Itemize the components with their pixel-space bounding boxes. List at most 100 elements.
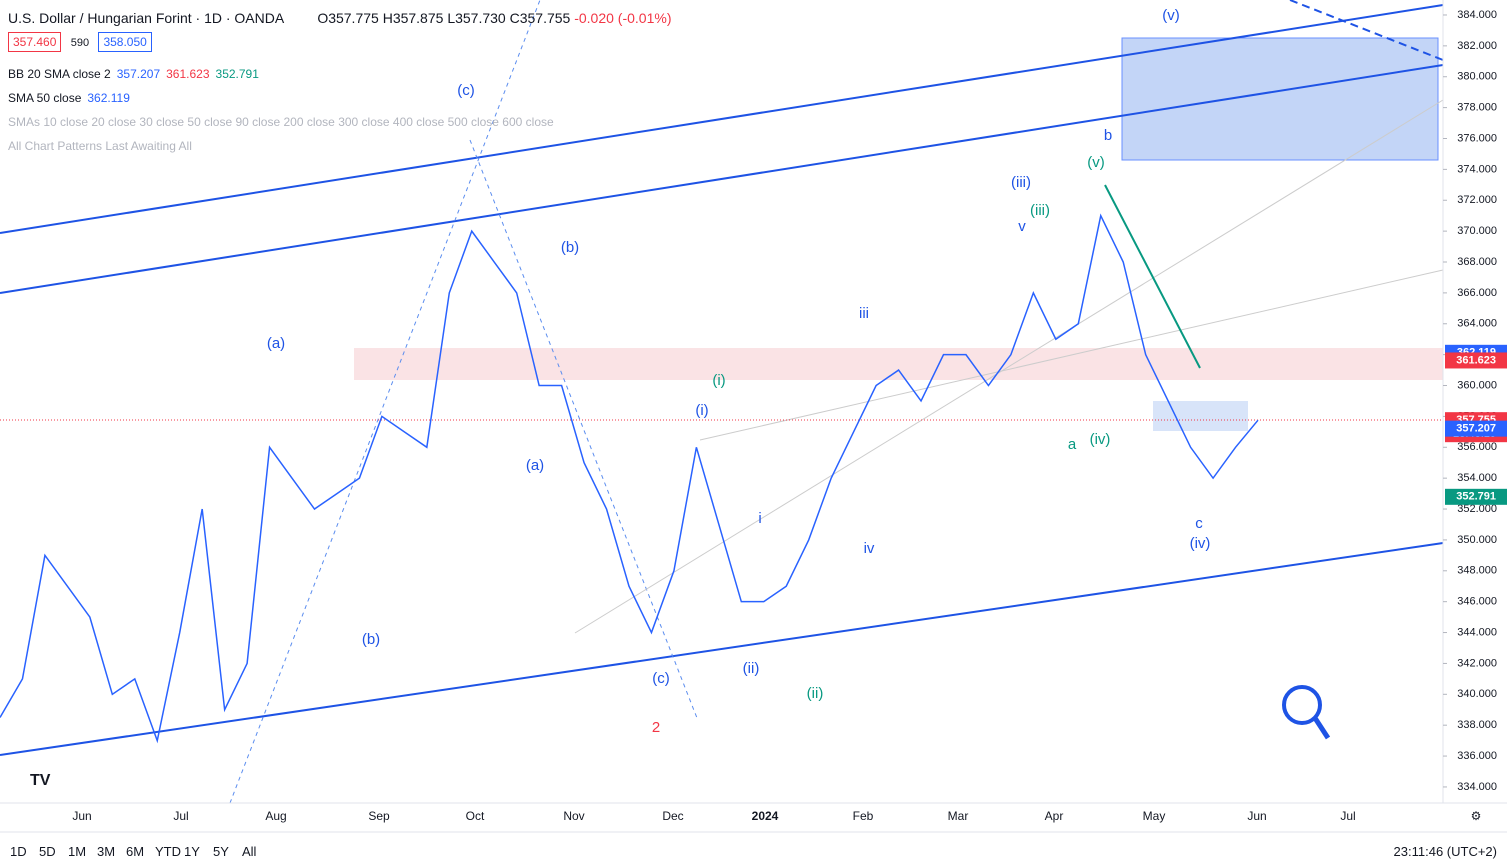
price-badge [1445,420,1507,437]
trend-line [1289,0,1444,61]
x-tick-label: Jun [1247,809,1266,823]
indicator-name: BB 20 SMA close 2 [8,67,111,81]
wave-label: (b) [561,239,579,256]
y-tick-label: 334.000 [1457,781,1497,793]
trade-box: 357.460 590 358.050 [8,32,152,52]
y-tick-label: 354.000 [1457,472,1497,484]
wave-label: (iv) [1190,535,1211,552]
indicator: All Chart Patterns Last Awaiting All [8,139,192,153]
x-tick-label: Apr [1045,809,1064,823]
y-tick-label: 378.000 [1457,102,1497,114]
y-tick-label: 374.000 [1457,163,1497,175]
indicator-value: 357.207 [116,67,161,81]
range-button[interactable]: 6M [126,844,145,859]
pitchfork [699,269,1444,441]
change: -0.020 (-0.01%) [574,10,672,26]
spread: 590 [70,37,90,49]
indicator-value: 362.119 [87,91,130,105]
y-tick-label: 376.000 [1457,132,1497,144]
wave-label: iii [859,305,869,322]
zone [354,348,1443,380]
y-tick-label: 364.000 [1457,318,1497,330]
wave-label: (i) [712,372,725,389]
box [1153,401,1248,431]
indicator: SMA 50 close 362.119 [8,91,130,105]
indicator: SMAs 10 close 20 close 30 close 50 close… [8,115,554,129]
indicator-value: 352.791 [215,67,259,81]
y-tick-label: 380.000 [1457,71,1497,83]
range-button[interactable]: 5D [39,844,56,859]
x-tick-label: Feb [853,809,874,823]
wave-label: (v) [1087,154,1105,171]
trend-line [1104,184,1201,369]
y-tick-label: 384.000 [1457,9,1497,21]
clock: 23:11:46 (UTC+2) [1393,844,1497,859]
range-button[interactable]: 1Y [184,844,200,859]
range-button[interactable]: All [242,844,257,859]
wave-label: (iii) [1011,174,1031,191]
y-tick-label: 352.000 [1457,503,1497,515]
wave-label: (a) [267,335,285,352]
range-button[interactable]: 5Y [213,844,229,859]
range-button[interactable]: 1M [68,844,87,859]
y-tick-label: 336.000 [1457,750,1497,762]
wave-label: (a) [526,457,544,474]
wave-label: (i) [695,402,708,419]
y-tick-label: 368.000 [1457,256,1497,268]
y-tick-label: 346.000 [1457,596,1497,608]
x-tick-label: Sep [368,809,390,823]
indicator-value: 361.623 [166,67,210,81]
price-badge [1445,352,1507,369]
channel-line [0,4,1444,234]
wave-label: 2 [652,719,660,736]
price-badge-label: 357.207 [1456,423,1496,435]
wave-label: (ii) [807,685,824,702]
ohlc: H357.875 [382,10,444,26]
buy-price[interactable]: 358.050 [98,32,152,52]
wave-label: (b) [362,631,380,648]
indicator-name: All Chart Patterns Last Awaiting All [8,139,192,153]
wave-label: c [1195,515,1203,532]
y-tick-label: 372.000 [1457,194,1497,206]
price-badge [1445,488,1507,505]
channel-line [0,542,1444,756]
y-tick-label: 360.000 [1457,379,1497,391]
y-tick-label: 366.000 [1457,287,1497,299]
x-tick-label: Dec [662,809,683,823]
pitchfork [574,99,1444,634]
wave-label: (v) [1162,7,1180,24]
wave-label: (c) [457,82,475,99]
y-tick-label: 350.000 [1457,534,1497,546]
price-line [0,213,1259,744]
ohlc: O357.775 [317,10,379,26]
wave-label: v [1018,218,1026,235]
indicator: BB 20 SMA close 2 357.207 361.623 352.791 [8,67,259,81]
wave-label: iv [864,540,875,557]
wave-label: (ii) [743,660,760,677]
wave-label: a [1068,436,1077,453]
logo: TV [30,772,51,789]
channel-line [0,64,1444,294]
y-tick-label: 338.000 [1457,719,1497,731]
x-tick-label: Mar [948,809,969,823]
settings-icon[interactable]: ⚙ [1471,809,1482,823]
y-tick-label: 344.000 [1457,626,1497,638]
wave-label: (c) [652,670,670,687]
indicator-name: SMAs 10 close 20 close 30 close 50 close… [8,115,554,129]
wave-label: (iv) [1090,431,1111,448]
wave-label: b [1104,127,1112,144]
range-button[interactable]: YTD [155,844,181,859]
range-button[interactable]: 3M [97,844,116,859]
x-tick-label: Oct [466,809,485,823]
search-icon [1282,685,1331,740]
symbol: U.S. Dollar / Hungarian Forint · 1D · OA… [8,10,284,26]
y-tick-label: 340.000 [1457,688,1497,700]
wave-label: (iii) [1030,202,1050,219]
range-button[interactable]: 1D [10,844,27,859]
indicator-name: SMA 50 close [8,91,82,105]
ohlc: C357.755 [509,10,571,26]
sell-price[interactable]: 357.460 [8,32,62,52]
x-tick-label: Jun [72,809,91,823]
bottom-toolbar: 1D 5D 1M 3M 6M YTD 1Y 5Y All 23:11:46 (UTC+2) [0,838,1507,866]
